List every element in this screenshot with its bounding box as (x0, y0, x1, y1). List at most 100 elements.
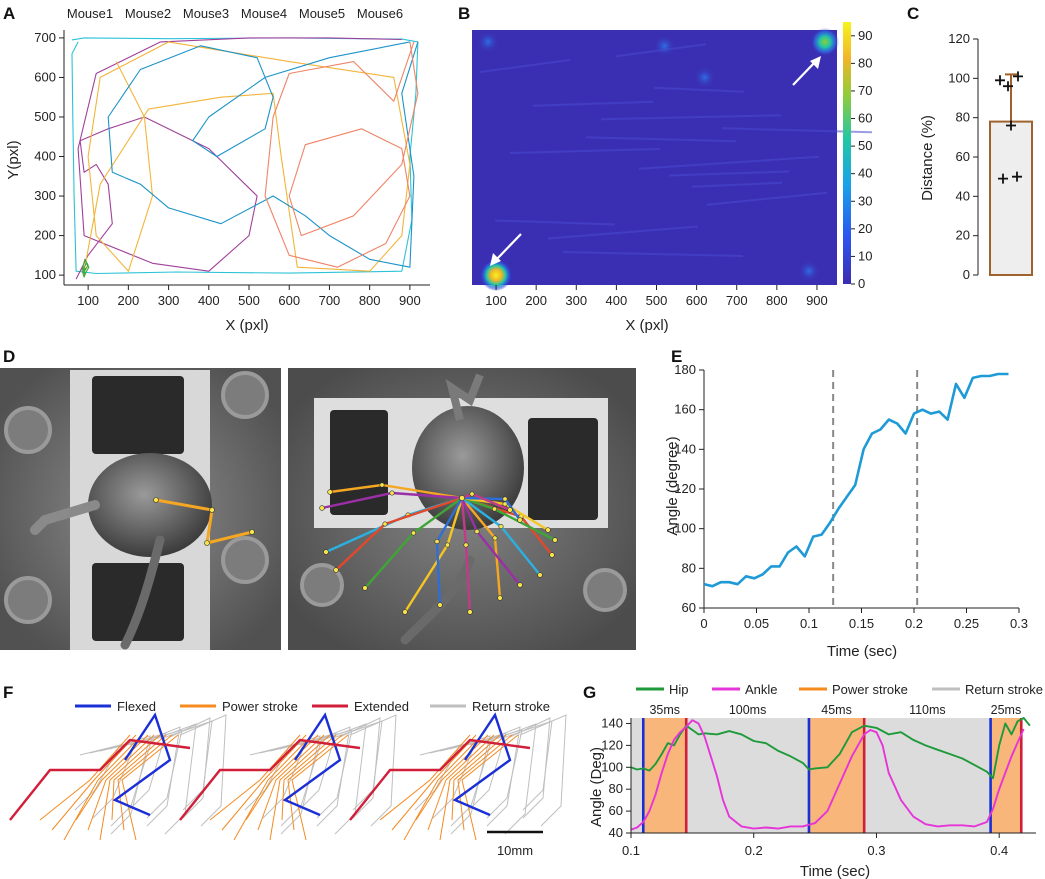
panel-g-y-tick-label: 40 (609, 825, 623, 840)
panel-c-bars (989, 71, 1033, 276)
legend-mouse6: Mouse6 (357, 6, 403, 21)
keypoint (444, 542, 450, 548)
panel-a-y-tick-label: 500 (34, 109, 56, 124)
panel-c-y-tick-label: 40 (956, 188, 970, 203)
power-stroke-stick (51, 734, 137, 831)
return-stroke-stick (469, 729, 523, 819)
panel-g-y-tick-label: 140 (601, 715, 623, 730)
colorbar-ticks: 0 10 20 30 40 50 60 70 80 90 (851, 28, 872, 291)
panel-e-x-tick-label: 0.1 (800, 616, 818, 631)
power-stroke-stick (291, 734, 349, 841)
photo-left-leg-skeleton (155, 498, 253, 545)
keypoint (463, 542, 469, 548)
panel-a-y-tick-label: 700 (34, 30, 56, 45)
panel-g-y-label: Angle (Deg) (588, 747, 605, 827)
panel-label-d: D (3, 347, 15, 366)
panel-b-x-tick-label: 500 (646, 293, 668, 308)
keypoint (497, 595, 503, 601)
hip-angle-line (630, 717, 1031, 780)
keypoint (379, 482, 385, 488)
keypoint (382, 521, 388, 527)
heatmap-arrows (490, 56, 821, 266)
legend-label-flexed: Flexed (117, 699, 156, 714)
panel-e-y-tick-label: 80 (682, 560, 696, 575)
return-stroke-stick (449, 735, 491, 835)
distance-data-point (995, 75, 1005, 86)
panel-f-legend: Flexed Power stroke Extended Return stroke (75, 699, 550, 714)
colorbar-tick-label: 30 (858, 193, 872, 208)
heatmap-hotspot (810, 27, 839, 56)
legend-label-power-stroke: Power stroke (832, 682, 908, 697)
return-stroke-stick (169, 717, 211, 819)
panel-f-stick-figures (9, 712, 567, 841)
panel-b-x-tick-label: 700 (726, 293, 748, 308)
stroke-duration-label: 100ms (729, 703, 767, 717)
heatmap-streak (562, 251, 744, 257)
legend-mouse2: Mouse2 (125, 6, 171, 21)
panel-f-stick-diagram: Flexed Power stroke Extended Return stroke … (9, 699, 567, 858)
return-stroke-stick (329, 720, 383, 811)
keypoint (323, 549, 329, 555)
keypoint (507, 507, 513, 513)
ankle-angle-line (630, 719, 1025, 831)
flexed-stick (452, 712, 512, 817)
colorbar-tick-label: 80 (858, 55, 872, 70)
panel-c-y-tick-label: 100 (948, 70, 970, 85)
panel-a-y-tick-label: 400 (34, 149, 56, 164)
legend-mouse3: Mouse3 (183, 6, 229, 21)
extended-stick (9, 738, 191, 821)
heatmap-streak (547, 225, 699, 240)
panel-e-axes: 0 0.05 0.1 0.15 0.2 0.25 0.3 60 80 100 120 140 160 18… (674, 362, 1028, 631)
return-stroke-stick (74, 744, 121, 811)
panel-g-y-tick-label: 100 (601, 759, 623, 774)
colorbar-tick-label: 40 (858, 166, 872, 181)
legend-label-extended: Extended (354, 699, 409, 714)
panel-a-trajectory-plot: Mouse1 Mouse2 Mouse3 Mouse4 Mouse5 Mouse6 100… (5, 6, 430, 334)
colorbar-tick-label: 60 (858, 111, 872, 126)
keypoint (319, 505, 325, 511)
legend-label-return-stroke: Return stroke (472, 699, 550, 714)
distance-bar (989, 120, 1033, 276)
panel-e-x-tick-label: 0.05 (744, 616, 769, 631)
heatmap-streak (638, 155, 820, 170)
power-stroke-stick (451, 734, 507, 821)
panel-b-x-tick-label: 300 (565, 293, 587, 308)
panel-a-x-tick-label: 500 (238, 293, 260, 308)
power-stroke-band (990, 718, 1022, 833)
return-stroke-stick (109, 735, 151, 835)
panel-c-y-tick-label: 120 (948, 31, 970, 46)
panel-c-bar-chart: 0 20 40 60 80 100 120 Distance (%) (919, 31, 1033, 282)
panel-a-x-tick-label: 200 (118, 293, 140, 308)
distance-data-point (1003, 81, 1013, 92)
distance-data-point (1006, 120, 1016, 131)
panel-label-c: C (907, 4, 919, 23)
legend-label-return-stroke: Return stroke (965, 682, 1043, 697)
panel-a-y-tick-label: 100 (34, 267, 56, 282)
legend-label-power-stroke: Power stroke (222, 699, 298, 714)
panel-a-x-tick-label: 400 (198, 293, 220, 308)
power-stroke-stick (427, 734, 495, 831)
arrow-lower-left (494, 233, 522, 262)
arrow-upper-right (792, 60, 817, 86)
heatmap-hotspot (480, 259, 513, 292)
angle-series-line (704, 372, 1009, 588)
extended-stick (179, 738, 361, 821)
panel-e-x-tick-label: 0.2 (905, 616, 923, 631)
return-stroke-band (864, 718, 991, 833)
power-stroke-stick (287, 734, 343, 831)
heatmap-hotspot (477, 30, 500, 53)
panel-e-plot-area (704, 370, 1009, 608)
scale-bar-label: 10mm (497, 843, 533, 858)
photo-left-pad-top (92, 376, 184, 454)
power-stroke-stick (39, 734, 131, 821)
photo-left-rat (88, 453, 212, 557)
keypoint-hip (459, 495, 465, 501)
heatmap-streak (706, 191, 828, 206)
return-stroke-stick (179, 714, 227, 827)
panel-c-axes: 0 20 40 60 80 100 120 (948, 31, 979, 282)
panel-e-angle-plot: 0 0.05 0.1 0.15 0.2 0.25 0.3 60 80 100 120 140 160 18… (664, 362, 1028, 660)
keypoint (434, 538, 440, 544)
legend-mouse5: Mouse5 (299, 6, 345, 21)
colorbar-tick-label: 50 (858, 138, 872, 153)
